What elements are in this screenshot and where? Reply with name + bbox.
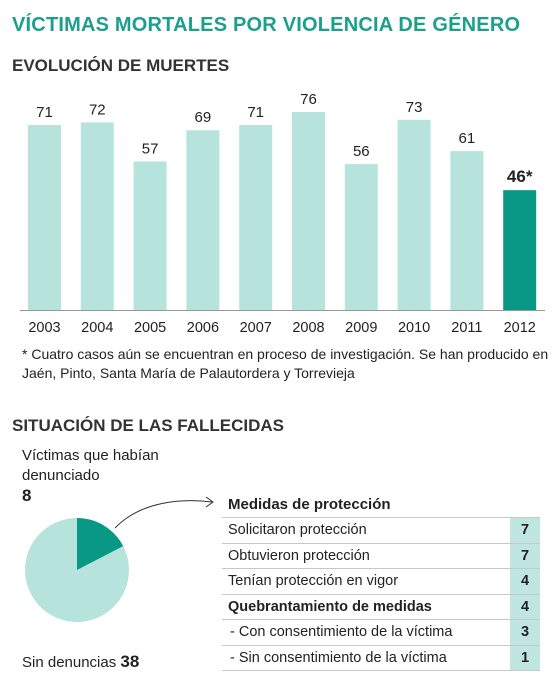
table-row: Quebrantamiento de medidas 4 [222, 594, 540, 620]
tick-label-2003: 2003 [28, 320, 60, 336]
value-label-2004: 72 [89, 101, 106, 118]
table-row-label: Solicitaron protección [228, 522, 367, 539]
main-title: VÍCTIMAS MORTALES POR VIOLENCIA DE GÉNER… [12, 14, 521, 36]
pie-slice-denounced [77, 518, 124, 570]
table-row-value: 7 [510, 543, 540, 568]
bar-2012 [503, 190, 537, 310]
table-row: - Sin consentimiento de la víctima 1 [222, 645, 540, 671]
table-header-label: Medidas de protección [228, 496, 391, 513]
tick-label-2004: 2004 [81, 320, 113, 336]
value-label-2003: 71 [36, 104, 53, 121]
section-title-evolution: EVOLUCIÓN DE MUERTES [12, 56, 230, 75]
protection-measures-table: Medidas de protección Solicitaron protec… [222, 492, 540, 671]
pie-chart [25, 496, 214, 622]
arrow-head-icon [205, 496, 214, 508]
bar-2004 [80, 122, 114, 310]
value-label-2012: 46* [507, 167, 533, 186]
table-row: - Con consentimiento de la víctima 3 [222, 620, 540, 646]
table-row: Solicitaron protección 7 [222, 518, 540, 544]
bar-2007 [239, 125, 273, 310]
value-label-2009: 56 [353, 143, 370, 160]
table-row: Tenían protección en vigor 4 [222, 569, 540, 595]
value-label-2005: 57 [142, 141, 159, 158]
table-row-value: 1 [510, 645, 540, 670]
footnote: * Cuatro casos aún se encuentran en proc… [22, 346, 549, 381]
tick-label-2007: 2007 [240, 320, 272, 336]
tick-label-2009: 2009 [345, 320, 377, 336]
table-row-label: Tenían protección en vigor [228, 573, 399, 590]
table-row: Obtuvieron protección 7 [222, 543, 540, 569]
denounced-label: Víctimas que habían denunciado [22, 447, 159, 484]
bar-chart: 71 2003 72 2004 57 2005 69 2006 71 2007 76 2008 56 20… [20, 91, 545, 336]
value-label-2008: 76 [300, 91, 317, 108]
tick-label-2006: 2006 [187, 320, 219, 336]
bar-2009 [344, 164, 378, 310]
tick-label-2005: 2005 [134, 320, 166, 336]
no-complaints-caption: Sin denuncias 38 [22, 652, 139, 672]
table-row-label: - Con consentimiento de la víctima [230, 624, 453, 641]
bar-2008 [292, 112, 325, 310]
bar-2005 [133, 161, 167, 310]
value-label-2010: 73 [406, 99, 423, 116]
arrow-connector [114, 500, 213, 529]
value-label-2007: 71 [247, 104, 264, 121]
table-row-label: Obtuvieron protección [228, 547, 370, 564]
tick-label-2008: 2008 [292, 320, 324, 336]
tick-label-2011: 2011 [451, 320, 482, 336]
tick-label-2012: 2012 [504, 320, 536, 336]
no-complaints-value: 38 [120, 652, 140, 671]
table-row-value: 3 [510, 620, 540, 645]
bar-2011 [450, 151, 484, 310]
tick-label-2010: 2010 [398, 320, 430, 336]
denounced-value: 8 [22, 486, 32, 505]
no-complaints-label: Sin denuncias [22, 654, 117, 671]
bar-2010 [397, 119, 431, 310]
table-row-value: 4 [510, 594, 540, 619]
table-row-label: - Sin consentimiento de la víctima [230, 649, 447, 666]
bar-2006 [186, 130, 220, 310]
value-label-2006: 69 [195, 109, 212, 126]
table-row-value: 7 [510, 518, 540, 543]
table-row-label: Quebrantamiento de medidas [228, 598, 432, 615]
value-label-2011: 61 [459, 130, 476, 147]
table-header: Medidas de protección [222, 492, 540, 518]
section-title-situation: SITUACIÓN DE LAS FALLECIDAS [12, 416, 285, 435]
table-row-value: 4 [510, 569, 540, 594]
bar-2003 [28, 125, 61, 310]
